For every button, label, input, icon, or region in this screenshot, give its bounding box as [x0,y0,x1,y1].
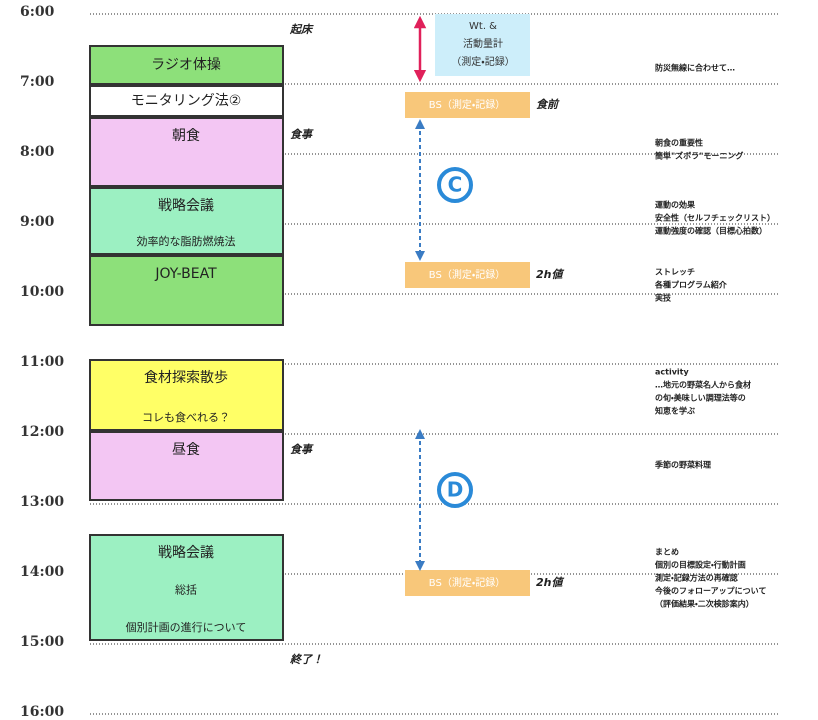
bs-timing: 食前 [536,98,560,111]
note-text: 防災無線に合わせて… [655,63,735,73]
note-text: まとめ [655,548,679,557]
note-text: 簡単"ズボラ"モーニング [655,151,743,161]
time-label: 8:00 [20,144,55,160]
schedule-block [89,359,284,431]
bs-text: BS（測定・記録） [429,98,505,111]
bs-timing: 2h値 [536,576,564,589]
note-text: ストレッチ [655,268,695,277]
time-label: 11:00 [20,354,64,370]
bs-timing: 2h値 [536,268,564,281]
block-text: コレも食べれる？ [142,411,230,424]
time-label: 10:00 [20,284,64,300]
note-text: activity [655,368,689,377]
block-text: 戦略会議 [158,544,214,561]
note-text: 朝食の重要性 [655,138,703,148]
marker-circle [437,472,473,508]
note-text: …地元の野菜名人から食材 [655,380,751,390]
block-text: 効率的な脂肪燃焼法 [137,234,236,248]
time-label: 16:00 [20,704,64,720]
schedule-block [89,534,284,641]
block-text: 昼食 [172,442,200,458]
time-label: 6:00 [20,4,55,20]
block-text: JOY-BEAT [154,266,217,282]
event-label: 食事 [290,443,314,456]
event-label: 食事 [290,128,314,141]
time-label: 13:00 [20,494,64,510]
event-label: 起床 [289,23,314,36]
note-text: 安全性（セルフチェックリスト） [655,213,775,223]
block-text: 戦略会議 [158,197,214,214]
schedule-block [89,431,284,501]
note-text: 個別の目標設定・行動計画 [654,560,746,570]
note-text: （評価結果・二次検診案内） [655,599,754,609]
bs-text: BS（測定・記録） [429,576,505,589]
time-label: 9:00 [20,214,55,230]
block-text: 朝食 [172,128,200,144]
event-label: 終了！ [289,653,323,666]
note-text: の旬・美味しい調理法等の [655,393,746,403]
marker-circle [437,167,473,203]
time-label: 14:00 [20,564,64,580]
time-label: 7:00 [20,74,55,90]
schedule-block [89,255,284,326]
measure-text: 活動量計 [463,37,503,50]
note-text: 季節の野菜料理 [654,460,711,470]
time-label: 15:00 [20,634,64,650]
block-text: モニタリング法② [131,93,242,109]
schedule-block [89,85,284,117]
marker-text: C [448,173,463,197]
block-text: 総括 [175,583,197,597]
block-text: 食材探索散歩 [144,369,228,386]
schedule-block [89,45,284,85]
measure-text: Wt. & [469,21,497,32]
note-text: 運動の効果 [655,200,695,210]
bs-text: BS（測定・記録） [429,268,505,281]
block-text: ラジオ体操 [151,57,221,73]
measure-text: （測定・記録） [451,55,514,68]
marker-text: D [447,478,464,502]
note-text: 知恵を学ぶ [655,406,695,416]
bs-box [405,262,530,288]
note-text: 実技 [655,293,672,303]
time-label: 12:00 [20,424,64,440]
schedule-block [89,187,284,255]
bs-box [405,92,530,118]
note-text: 今後のフォローアップについて [654,586,766,596]
note-text: 運動強度の確認（目標心拍数） [655,226,767,236]
bs-box [405,570,530,596]
schedule-block [89,117,284,187]
measure-box [435,14,530,76]
note-text: 各種プログラム紹介 [654,280,727,290]
note-text: 測定・記録方法の再確認 [655,573,738,583]
block-text: 個別計画の進行について [126,620,247,634]
